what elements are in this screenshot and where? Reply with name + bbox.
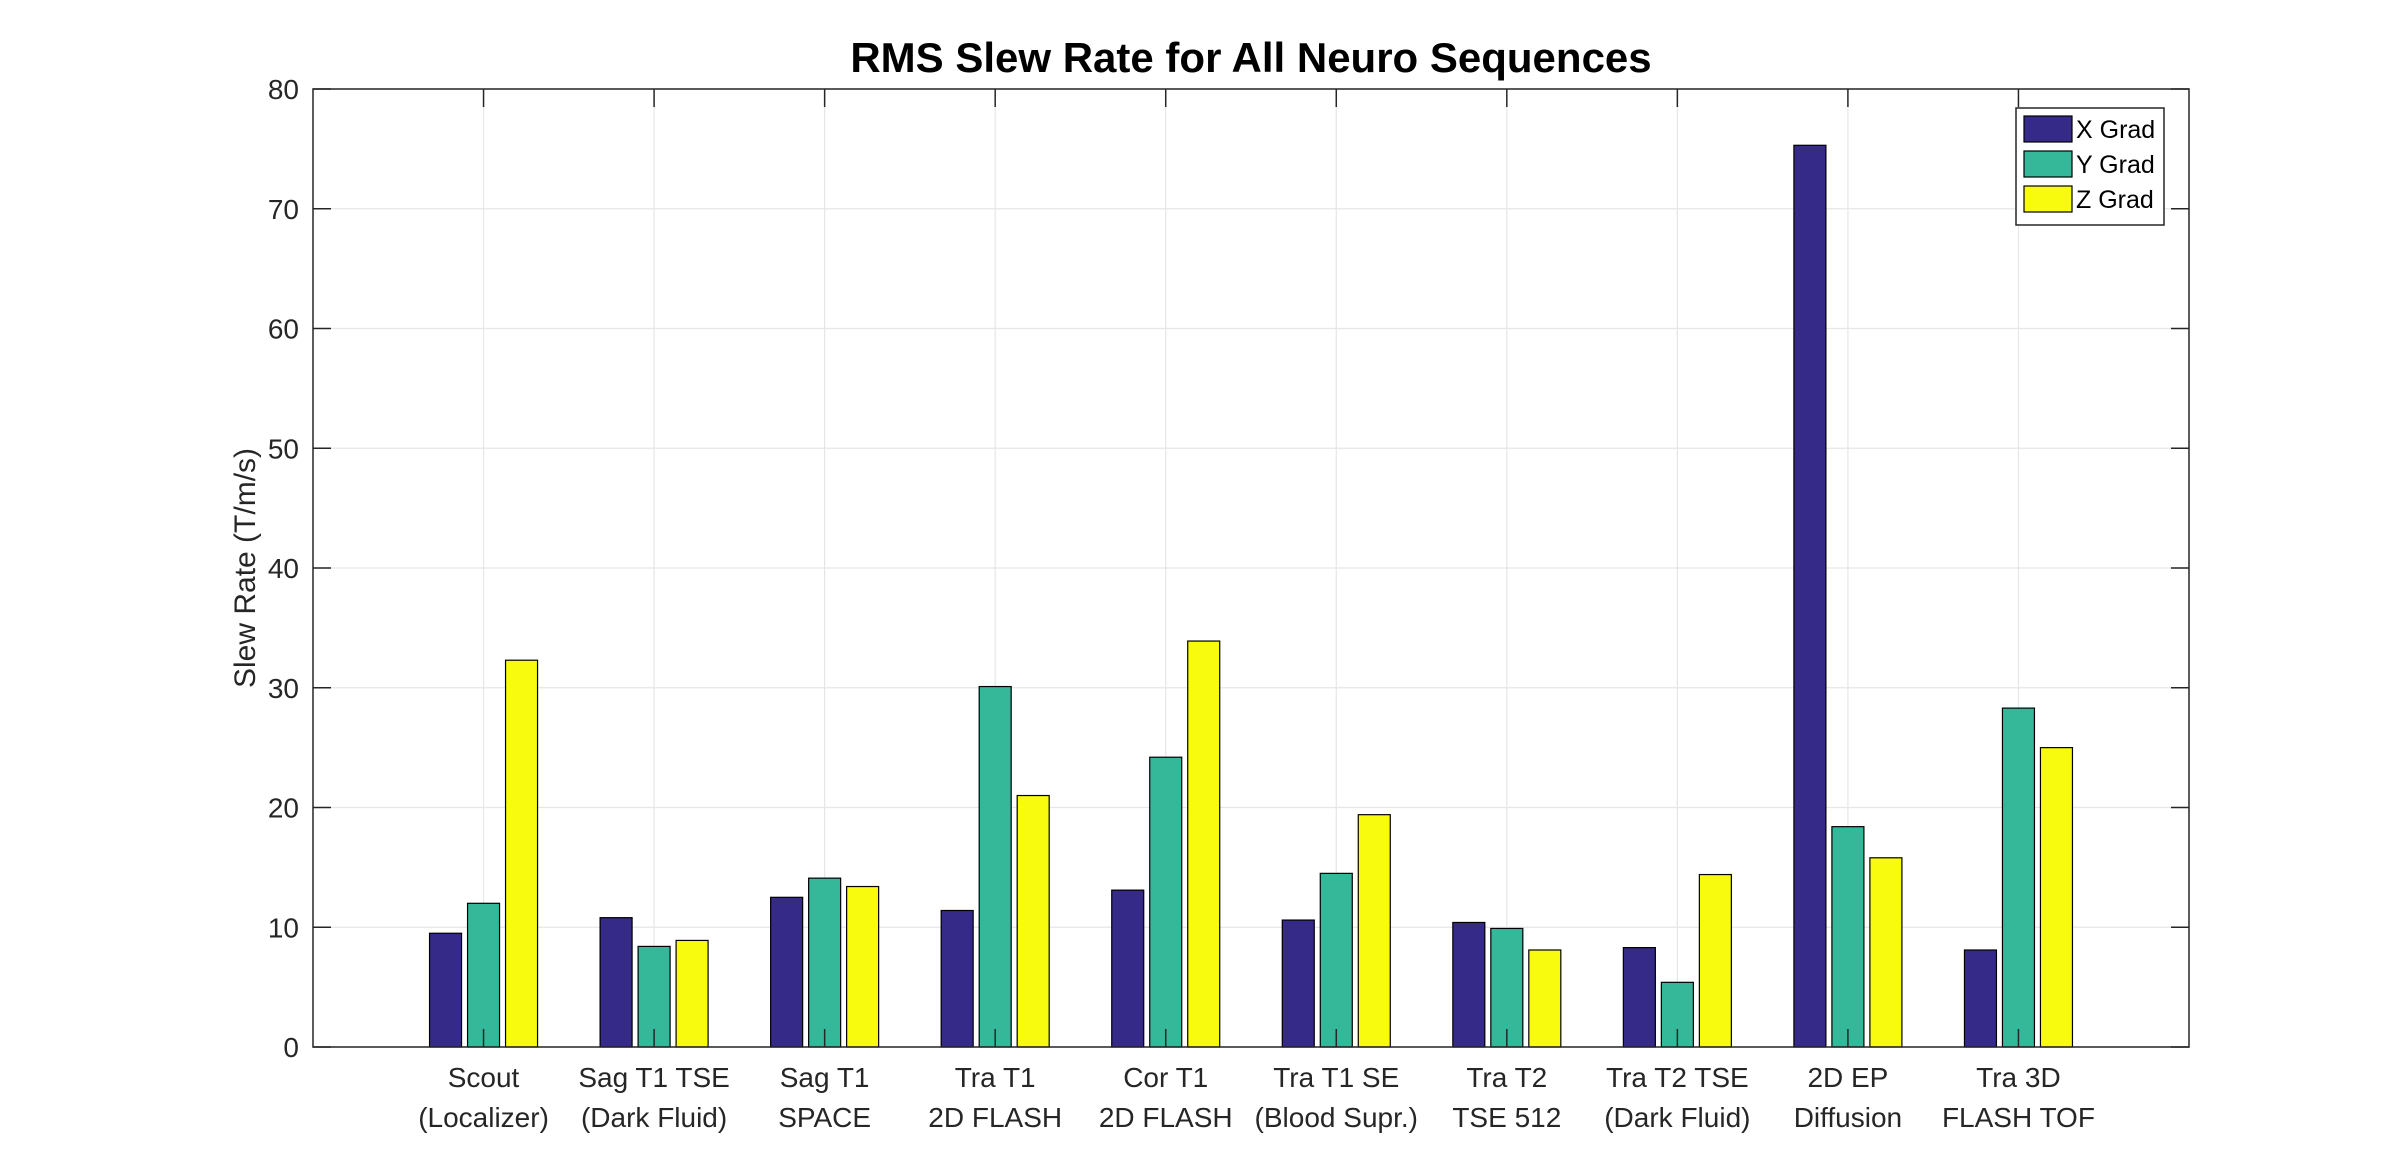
y-tick-label: 30 <box>268 673 299 704</box>
y-tick-label: 20 <box>268 793 299 824</box>
legend: X Grad Y Grad Z Grad <box>2015 107 2165 226</box>
y-tick-label: 0 <box>283 1032 299 1063</box>
x-tick-label: Tra T2 TSE (Dark Fluid) <box>1604 1062 1750 1133</box>
bar-y-grad <box>978 685 1012 1048</box>
y-tick-label: 60 <box>268 314 299 345</box>
x-axis: Scout (Localizer) Sag T1 TSE (Dark Fluid) Sa… <box>418 89 2095 1133</box>
bar-x-grad <box>1452 921 1486 1048</box>
bar-y-grad <box>1831 826 1865 1048</box>
bars <box>428 144 2074 1048</box>
bar-z-grad <box>1016 794 1050 1048</box>
legend-swatch <box>2023 150 2073 178</box>
bar-z-grad <box>1528 949 1562 1048</box>
y-tick-label: 80 <box>268 74 299 105</box>
bar-y-grad <box>1319 872 1353 1048</box>
legend-label: X Grad <box>2076 116 2155 144</box>
x-tick-label: Tra T1 2D FLASH <box>928 1062 1062 1133</box>
bar-x-grad <box>940 909 974 1048</box>
y-axis: 0 10 20 30 40 50 60 70 80 <box>268 74 2189 1063</box>
y-tick-label: 40 <box>268 553 299 584</box>
y-tick-label: 70 <box>268 194 299 225</box>
bar-z-grad <box>1698 873 1732 1048</box>
bar-y-grad <box>2001 707 2036 1048</box>
bar-x-grad <box>770 896 804 1048</box>
x-tick-label: Tra T1 SE (Blood Supr.) <box>1255 1062 1418 1133</box>
bar-y-grad <box>466 902 501 1048</box>
bar-x-grad <box>1793 144 1827 1048</box>
legend-label: Y Grad <box>2076 151 2155 179</box>
x-tick-label: Cor T1 2D FLASH <box>1099 1062 1233 1133</box>
bar-z-grad <box>2039 747 2074 1048</box>
bar-x-grad <box>1281 919 1315 1048</box>
bar-x-grad <box>599 917 633 1048</box>
bar-x-grad <box>1963 949 1998 1048</box>
x-tick-label: Sag T1 SPACE <box>778 1062 871 1133</box>
x-tick-label: 2D EP Diffusion <box>1794 1062 1902 1133</box>
legend-label: Z Grad <box>2076 186 2154 214</box>
x-tick-label: Sag T1 TSE (Dark Fluid) <box>578 1062 730 1133</box>
bar-z-grad <box>1187 640 1221 1048</box>
x-tick-label: Scout (Localizer) <box>418 1062 549 1133</box>
bar-z-grad <box>504 659 539 1048</box>
y-tick-label: 10 <box>268 912 299 943</box>
x-tick-label: Tra T2 TSE 512 <box>1452 1062 1561 1133</box>
bar-z-grad <box>675 939 709 1048</box>
x-tick-label: Tra 3D FLASH TOF <box>1942 1062 2095 1133</box>
y-tick-label: 50 <box>268 433 299 464</box>
bar-x-grad <box>1111 889 1145 1048</box>
bar-y-grad <box>1149 756 1183 1048</box>
bar-x-grad <box>428 932 463 1048</box>
legend-swatch <box>2023 185 2073 213</box>
bar-x-grad <box>1622 947 1656 1048</box>
y-axis-label: Slew Rate (T/m/s) <box>229 448 262 688</box>
legend-swatch <box>2023 115 2073 143</box>
bar-z-grad <box>1869 857 1903 1048</box>
bar-z-grad <box>846 885 880 1048</box>
chart-title: RMS Slew Rate for All Neuro Sequences <box>850 34 1651 81</box>
bar-y-grad <box>808 877 842 1048</box>
bar-z-grad <box>1357 814 1391 1048</box>
